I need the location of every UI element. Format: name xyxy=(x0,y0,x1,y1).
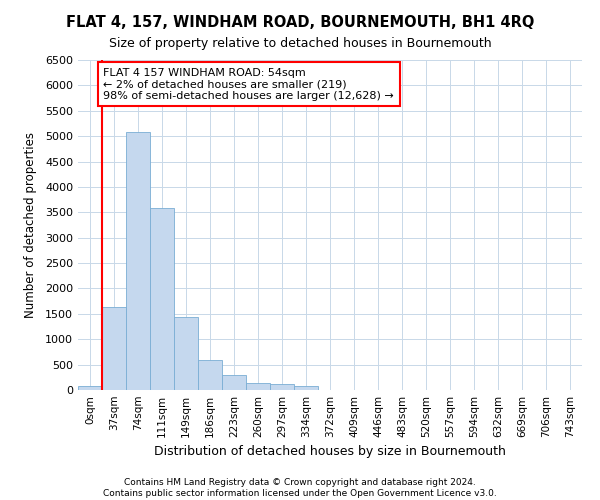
Bar xyxy=(126,132,150,390)
Text: FLAT 4, 157, WINDHAM ROAD, BOURNEMOUTH, BH1 4RQ: FLAT 4, 157, WINDHAM ROAD, BOURNEMOUTH, … xyxy=(66,15,534,30)
X-axis label: Distribution of detached houses by size in Bournemouth: Distribution of detached houses by size … xyxy=(154,446,506,458)
Bar xyxy=(78,386,102,390)
Bar xyxy=(270,384,294,390)
Bar xyxy=(246,382,270,390)
Y-axis label: Number of detached properties: Number of detached properties xyxy=(23,132,37,318)
Bar xyxy=(150,208,174,390)
Text: Contains HM Land Registry data © Crown copyright and database right 2024.
Contai: Contains HM Land Registry data © Crown c… xyxy=(103,478,497,498)
Text: FLAT 4 157 WINDHAM ROAD: 54sqm
← 2% of detached houses are smaller (219)
98% of : FLAT 4 157 WINDHAM ROAD: 54sqm ← 2% of d… xyxy=(103,68,394,101)
Bar xyxy=(222,375,246,390)
Text: Size of property relative to detached houses in Bournemouth: Size of property relative to detached ho… xyxy=(109,38,491,51)
Bar xyxy=(174,318,198,390)
Bar xyxy=(294,386,318,390)
Bar xyxy=(102,306,126,390)
Bar xyxy=(198,360,222,390)
